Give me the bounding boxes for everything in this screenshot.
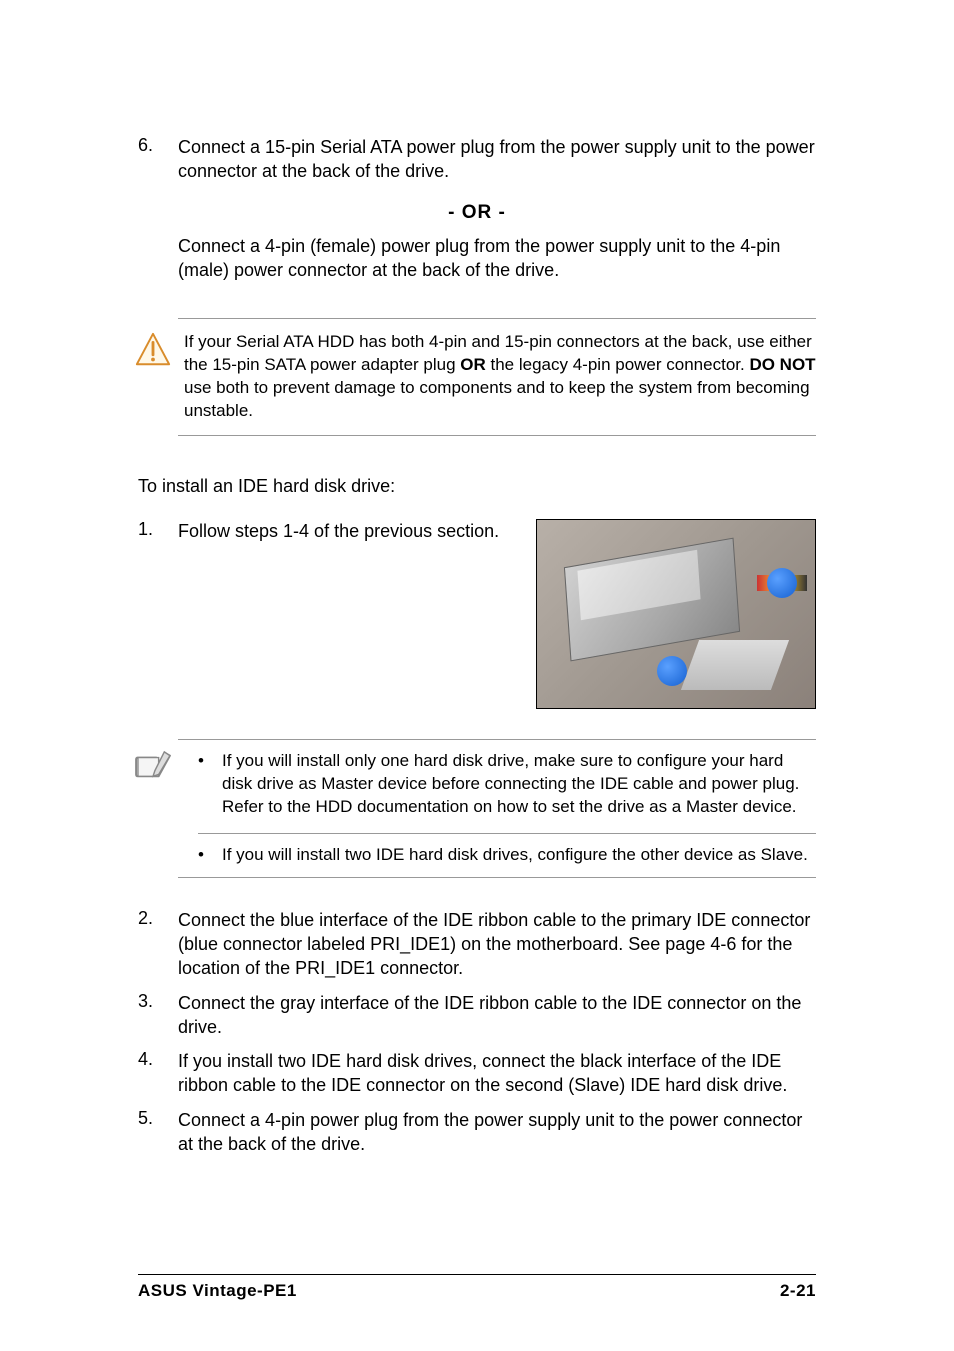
bullet-dot-icon: • [198, 844, 222, 867]
step-6: 6. Connect a 15-pin Serial ATA power plu… [138, 135, 816, 184]
note-bullet-2-text: If you will install two IDE hard disk dr… [222, 844, 816, 867]
note-callout: • If you will install only one hard disk… [178, 739, 816, 878]
ide-step-1-number: 1. [138, 519, 178, 543]
ide-step-2-text: Connect the blue interface of the IDE ri… [178, 908, 816, 981]
footer-page-number: 2-21 [780, 1281, 816, 1301]
warning-bold-or: OR [460, 355, 486, 374]
hdd-photo [536, 519, 816, 709]
ide-step-4-text: If you install two IDE hard disk drives,… [178, 1049, 816, 1098]
note-bullet-1: • If you will install only one hard disk… [198, 750, 816, 819]
warning-callout: If your Serial ATA HDD has both 4-pin an… [178, 318, 816, 436]
ide-step-4-number: 4. [138, 1049, 178, 1098]
note-bullet-1-text: If you will install only one hard disk d… [222, 750, 816, 819]
ide-step-5-number: 5. [138, 1108, 178, 1157]
warning-bold-donot: DO NOT [749, 355, 815, 374]
warning-mid: the legacy 4-pin power connector. [486, 355, 750, 374]
ide-step-5-text: Connect a 4-pin power plug from the powe… [178, 1108, 816, 1157]
ide-step-3-number: 3. [138, 991, 178, 1040]
ide-intro: To install an IDE hard disk drive: [138, 476, 816, 497]
ide-step-1: 1. Follow steps 1-4 of the previous sect… [138, 519, 506, 543]
step-1-row: 1. Follow steps 1-4 of the previous sect… [138, 519, 816, 709]
ide-step-5: 5. Connect a 4-pin power plug from the p… [138, 1108, 816, 1157]
callout-dot-1 [767, 568, 797, 598]
note-bullet-2: • If you will install two IDE hard disk … [198, 833, 816, 867]
note-body: • If you will install only one hard disk… [178, 750, 816, 867]
warning-text: If your Serial ATA HDD has both 4-pin an… [178, 331, 816, 423]
warning-icon [128, 331, 178, 423]
callout-dot-2 [657, 656, 687, 686]
footer-product: ASUS Vintage-PE1 [138, 1281, 297, 1301]
or-separator: - OR - [138, 202, 816, 224]
ide-step-1-text: Follow steps 1-4 of the previous section… [178, 519, 506, 543]
bullet-dot-icon: • [198, 750, 222, 819]
ide-step-2: 2. Connect the blue interface of the IDE… [138, 908, 816, 981]
warning-post: use both to prevent damage to components… [184, 378, 810, 420]
ide-step-3: 3. Connect the gray interface of the IDE… [138, 991, 816, 1040]
ide-ribbon-cable [681, 640, 789, 690]
step-6-number: 6. [138, 135, 178, 184]
note-icon [128, 750, 178, 867]
ide-step-4: 4. If you install two IDE hard disk driv… [138, 1049, 816, 1098]
ide-step-2-number: 2. [138, 908, 178, 981]
step-6-text: Connect a 15-pin Serial ATA power plug f… [178, 135, 816, 184]
page-footer: ASUS Vintage-PE1 2-21 [138, 1274, 816, 1301]
or-alternative-text: Connect a 4-pin (female) power plug from… [178, 234, 816, 283]
ide-step-3-text: Connect the gray interface of the IDE ri… [178, 991, 816, 1040]
